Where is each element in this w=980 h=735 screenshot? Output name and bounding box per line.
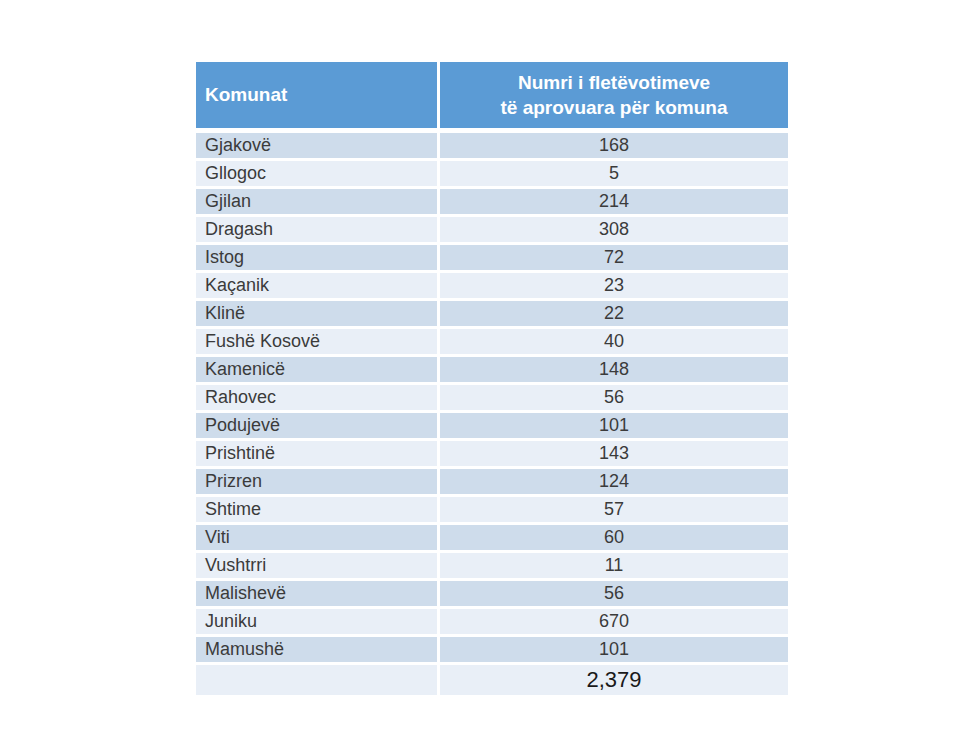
komuna-cell: Viti — [196, 525, 440, 550]
table-row: Gjakovë 168 — [196, 133, 788, 161]
table-row: Vushtrri 11 — [196, 553, 788, 581]
komuna-cell: Kamenicë — [196, 357, 440, 382]
table-row: Shtime 57 — [196, 497, 788, 525]
table-row: Fushë Kosovë 40 — [196, 329, 788, 357]
table-row: Juniku 670 — [196, 609, 788, 637]
value-cell: 56 — [440, 385, 788, 410]
total-value-cell: 2,379 — [440, 665, 788, 695]
komuna-cell: Mamushë — [196, 637, 440, 662]
komuna-cell: Dragash — [196, 217, 440, 242]
value-cell: 56 — [440, 581, 788, 606]
komuna-cell: Rahovec — [196, 385, 440, 410]
komuna-cell: Gjilan — [196, 189, 440, 214]
table-row: Podujevë 101 — [196, 413, 788, 441]
komuna-cell: Shtime — [196, 497, 440, 522]
table-row: Mamushë 101 — [196, 637, 788, 665]
table-row: Istog 72 — [196, 245, 788, 273]
value-cell: 148 — [440, 357, 788, 382]
value-cell: 101 — [440, 637, 788, 662]
value-cell: 124 — [440, 469, 788, 494]
slide-canvas: Komunat Numri i fletëvotimeve të aprovua… — [0, 0, 980, 735]
table-row: Kamenicë 148 — [196, 357, 788, 385]
header-numri-line1: Numri i fletëvotimeve — [518, 70, 710, 95]
value-cell: 60 — [440, 525, 788, 550]
value-cell: 11 — [440, 553, 788, 578]
table-row: Gllogoc 5 — [196, 161, 788, 189]
komuna-cell: Juniku — [196, 609, 440, 634]
value-cell: 101 — [440, 413, 788, 438]
table-row: Kaçanik 23 — [196, 273, 788, 301]
header-numri-line2: të aprovuara për komuna — [500, 95, 727, 120]
table-row: Dragash 308 — [196, 217, 788, 245]
header-cell-komunat: Komunat — [196, 62, 440, 128]
table-header-row: Komunat Numri i fletëvotimeve të aprovua… — [196, 62, 788, 133]
value-cell: 23 — [440, 273, 788, 298]
ballots-per-municipality-table: Komunat Numri i fletëvotimeve të aprovua… — [196, 62, 788, 697]
komuna-cell: Vushtrri — [196, 553, 440, 578]
value-cell: 5 — [440, 161, 788, 186]
total-row: 2,379 — [196, 665, 788, 697]
value-cell: 308 — [440, 217, 788, 242]
value-cell: 72 — [440, 245, 788, 270]
value-cell: 168 — [440, 133, 788, 158]
table-row: Malishevë 56 — [196, 581, 788, 609]
table-row: Klinë 22 — [196, 301, 788, 329]
komuna-cell: Prishtinë — [196, 441, 440, 466]
komuna-cell: Prizren — [196, 469, 440, 494]
table-row: Prizren 124 — [196, 469, 788, 497]
table-row: Rahovec 56 — [196, 385, 788, 413]
table-body: Gjakovë 168 Gllogoc 5 Gjilan 214 Dragash… — [196, 133, 788, 665]
komuna-cell: Klinë — [196, 301, 440, 326]
komuna-cell: Podujevë — [196, 413, 440, 438]
value-cell: 22 — [440, 301, 788, 326]
komuna-cell: Kaçanik — [196, 273, 440, 298]
table-row: Gjilan 214 — [196, 189, 788, 217]
value-cell: 670 — [440, 609, 788, 634]
value-cell: 214 — [440, 189, 788, 214]
value-cell: 40 — [440, 329, 788, 354]
komuna-cell: Gllogoc — [196, 161, 440, 186]
header-cell-numri: Numri i fletëvotimeve të aprovuara për k… — [440, 62, 788, 128]
komuna-cell: Gjakovë — [196, 133, 440, 158]
table-row: Viti 60 — [196, 525, 788, 553]
total-label-cell — [196, 665, 440, 695]
komuna-cell: Fushë Kosovë — [196, 329, 440, 354]
value-cell: 143 — [440, 441, 788, 466]
value-cell: 57 — [440, 497, 788, 522]
komuna-cell: Istog — [196, 245, 440, 270]
komuna-cell: Malishevë — [196, 581, 440, 606]
table-row: Prishtinë 143 — [196, 441, 788, 469]
